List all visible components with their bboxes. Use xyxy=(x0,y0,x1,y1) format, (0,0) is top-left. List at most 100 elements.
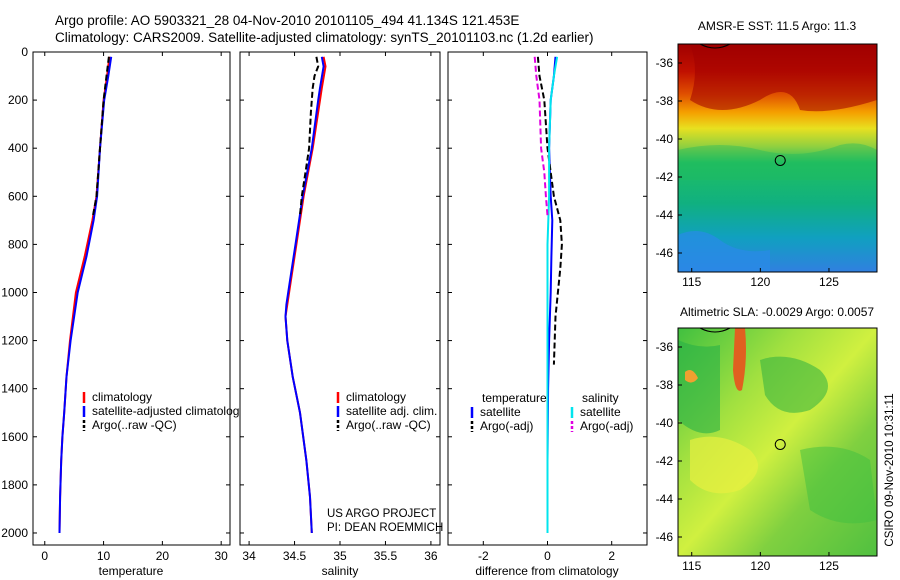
sla-argo-location-marker xyxy=(774,438,786,450)
depth-tick-label: 2000 xyxy=(1,526,28,540)
salinity-xlabel: salinity xyxy=(322,564,359,578)
x-tick-label: 34.5 xyxy=(283,549,307,563)
difference-legend: temperaturesatelliteArgo(-adj)salinitysa… xyxy=(470,391,633,433)
difference-x-axis: -2 0 2 xyxy=(448,51,647,563)
legend-label: Argo(-adj) xyxy=(480,419,533,433)
sla-orange-spot xyxy=(685,370,698,383)
profile-line xyxy=(284,56,325,534)
sst-argo-location-marker xyxy=(774,154,786,166)
x-tick-label: 30 xyxy=(214,549,228,563)
lat-tick-label: -36 xyxy=(656,56,674,70)
difference-panel: -2 0 2 difference from climatology tempera… xyxy=(447,51,648,578)
csiro-timestamp: CSIRO 09-Nov-2010 10:31:11 xyxy=(884,393,896,546)
salinity-x-axis: 34 34.5 35 35.5 36 xyxy=(240,51,440,563)
depth-axis: 0 200 400 600 800 1000 1200 1400 1600 1800 2000 xyxy=(1,45,28,540)
legend-label: Argo(..raw -QC) xyxy=(346,418,431,432)
x-tick-label: 0 xyxy=(41,549,48,563)
project-annotation: US ARGO PROJECT xyxy=(327,508,436,520)
profile-line xyxy=(533,56,549,216)
legend-label: satellite adj. clim. xyxy=(346,404,437,418)
lat-tick-label: -40 xyxy=(656,132,674,146)
depth-tick-label: 0 xyxy=(21,45,28,59)
legend-group-title: salinity xyxy=(582,391,619,405)
depth-tick-label: 1600 xyxy=(1,430,28,444)
difference-xlabel: difference from climatology xyxy=(475,564,618,578)
temperature-profiles xyxy=(58,56,113,534)
sst-map-title: AMSR-E SST: 11.5 Argo: 11.3 xyxy=(698,19,857,33)
salinity-profiles xyxy=(284,56,327,534)
sla-coastline xyxy=(699,327,731,333)
sla-orange-streak xyxy=(733,328,746,391)
lat-tick-label: -46 xyxy=(656,530,674,544)
lon-tick-label: 120 xyxy=(750,559,770,573)
legend-label: satellite-adjusted climatology xyxy=(92,404,245,418)
profile-line xyxy=(546,56,559,533)
sla-green-patch-3 xyxy=(800,446,877,524)
profile-line xyxy=(299,56,320,216)
x-tick-label: -2 xyxy=(478,549,489,563)
sla-green-patch-1 xyxy=(678,340,720,434)
depth-tick-label: 1800 xyxy=(1,478,28,492)
x-tick-label: 0 xyxy=(544,549,551,563)
lat-tick-label: -46 xyxy=(656,246,674,260)
temperature-axes-box xyxy=(32,51,231,546)
lat-tick-label: -42 xyxy=(656,454,674,468)
x-tick-label: 2 xyxy=(608,549,615,563)
salinity-panel: 34 34.5 35 35.5 36 salinity climatologysatel… xyxy=(239,51,443,578)
legend-label: climatology xyxy=(92,390,152,404)
sla-green-patch-2 xyxy=(760,356,828,413)
lat-tick-label: -42 xyxy=(656,170,674,184)
lon-tick-label: 125 xyxy=(819,559,839,573)
depth-tick-label: 1400 xyxy=(1,382,28,396)
sst-green-band xyxy=(678,143,877,180)
pi-annotation: PI: DEAN ROEMMICH xyxy=(327,522,443,534)
legend-label: Argo(-adj) xyxy=(580,419,633,433)
sst-map-lat-axis: -36 -38 -40 -42 -44 -46 xyxy=(656,56,682,260)
lon-tick-label: 115 xyxy=(682,559,701,573)
profile-line xyxy=(92,56,110,216)
depth-tick-label: 400 xyxy=(8,141,28,155)
sla-map-frame xyxy=(677,327,878,557)
legend-label: Argo(..raw -QC) xyxy=(92,418,177,432)
x-tick-label: 20 xyxy=(156,549,170,563)
temperature-panel: 0 200 400 600 800 1000 1200 1400 1600 1800 2000 0 1… xyxy=(1,45,245,578)
sst-map-frame xyxy=(677,43,878,273)
sla-yellow-patch xyxy=(690,436,758,494)
legend-label: satellite xyxy=(580,405,621,419)
sla-map-lon-axis: 115 120 125 xyxy=(682,552,839,573)
x-tick-label: 10 xyxy=(97,549,111,563)
sst-warm-blob xyxy=(690,44,877,112)
sla-map-title: Altimetric SLA: -0.0029 Argo: 0.0057 xyxy=(680,305,874,319)
lat-tick-label: -38 xyxy=(656,378,674,392)
lat-tick-label: -36 xyxy=(656,340,674,354)
depth-tick-label: 1200 xyxy=(1,334,28,348)
lon-tick-label: 120 xyxy=(750,275,770,289)
legend-label: satellite xyxy=(480,405,521,419)
figure-title-line-1: Argo profile: AO 5903321_28 04-Nov-2010 … xyxy=(55,13,520,28)
lat-tick-label: -44 xyxy=(656,492,674,506)
x-tick-label: 34 xyxy=(242,549,256,563)
sst-coastline xyxy=(699,43,731,49)
salinity-axes-box xyxy=(239,51,441,546)
lat-tick-label: -40 xyxy=(656,416,674,430)
temperature-x-axis: 0 10 20 30 xyxy=(33,51,230,563)
depth-tick-label: 600 xyxy=(8,189,28,203)
sla-map-lat-axis: -36 -38 -40 -42 -44 -46 xyxy=(656,340,682,544)
legend-group-title: temperature xyxy=(482,391,547,405)
depth-tick-label: 200 xyxy=(8,93,28,107)
lon-tick-label: 115 xyxy=(682,275,701,289)
lat-tick-label: -44 xyxy=(656,208,674,222)
x-tick-label: 36 xyxy=(424,549,438,563)
lon-tick-label: 125 xyxy=(819,275,839,289)
depth-tick-label: 800 xyxy=(8,237,28,251)
sla-map-panel: Altimetric SLA: -0.0029 Argo: 0.0057 -36… xyxy=(656,305,878,573)
temperature-xlabel: temperature xyxy=(99,564,164,578)
sst-map-lon-axis: 115 120 125 xyxy=(682,268,839,289)
sst-cold-blob xyxy=(678,231,770,272)
depth-tick-label: 1000 xyxy=(1,285,28,299)
lat-tick-label: -38 xyxy=(656,94,674,108)
profile-line xyxy=(536,56,563,365)
